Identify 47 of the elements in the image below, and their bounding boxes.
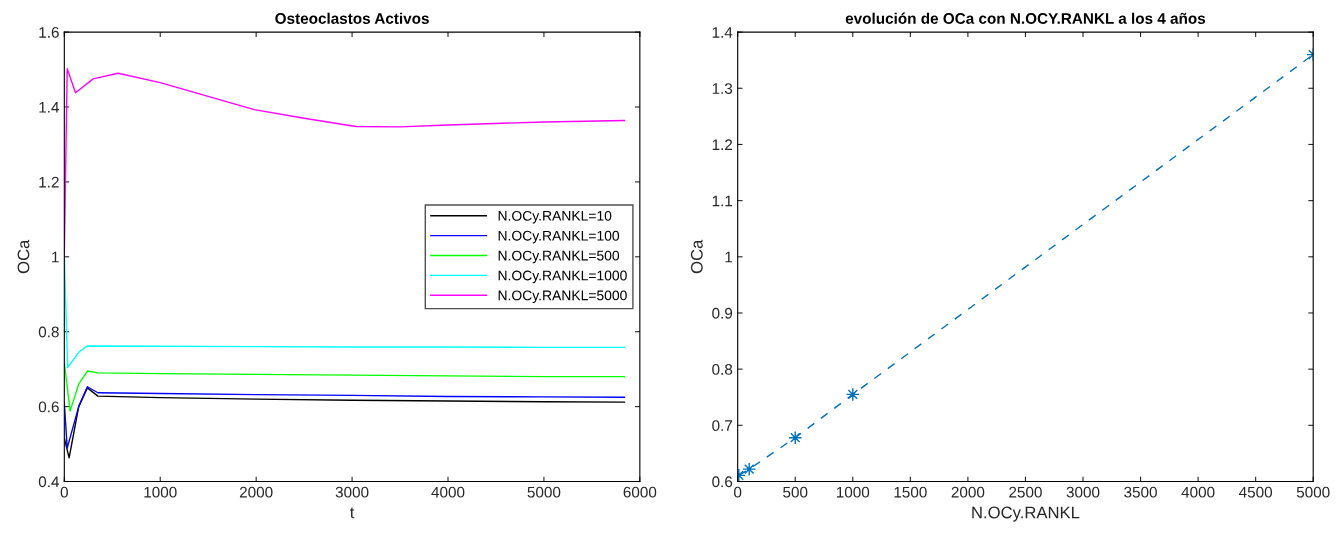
y-tick-label: 1.4 [712,27,733,38]
legend-label: N.OCy.RANKL=100 [498,230,620,244]
x-tick-label: 0 [734,486,742,498]
x-tick-label: 1000 [836,486,870,498]
y-tick-label: 0.9 [712,307,733,319]
y-tick-label: 0.4 [38,476,60,488]
y-axis-title: OCa [690,239,703,274]
y-axis-title: OCa [17,239,30,274]
y-tick-label: 0.8 [712,364,733,375]
x-tick-label: 1500 [894,486,927,498]
y-tick-label: 1.2 [712,139,733,150]
point [742,462,757,477]
x-tick-label: 4000 [1181,486,1215,498]
x-tick-label: 4500 [1239,486,1273,498]
x-tick-label: 2000 [951,486,985,498]
x-tick-label: 0 [60,486,68,498]
y-tick-label: 1.1 [712,195,733,207]
y-tick-label: 1 [52,251,59,263]
y-tick-label: 1.3 [712,83,733,94]
y-tick-label: 1.6 [39,26,59,38]
x-tick-label: 3000 [335,486,369,498]
y-tick-label: 1.2 [39,176,59,188]
x-tick-label: 1000 [144,486,177,498]
chart-title: evolución de OCa con N.OCY.RANKL a los 4 años [845,12,1206,24]
legend-label: N.OCy.RANKL=1000 [498,270,627,284]
y-tick-label: 0.8 [38,326,59,338]
legend-label: N.OCy.RANKL=10 [498,210,612,224]
x-axis-title: N.OCy.RANKL [972,506,1080,522]
x-tick-label: 5000 [1296,486,1330,498]
y-tick-label: 0.6 [38,401,59,413]
legend-label: N.OCy.RANKL=500 [498,250,620,264]
y-tick-label: 1 [725,251,733,263]
line-series [64,386,626,449]
x-tick-label: 4000 [431,486,465,498]
x-tick-label: 2500 [1009,486,1042,498]
x-tick-label: 3500 [1124,486,1157,498]
y-tick-label: 0.6 [712,476,733,488]
legend-label: N.OCy.RANKL=5000 [498,290,627,304]
x-axis-title: t [350,507,355,519]
x-tick-label: 500 [783,486,808,498]
chart-title: Osteoclastos Activos [275,12,429,24]
x-tick-label: 5000 [527,486,561,498]
x-tick-label: 6000 [623,486,657,498]
y-tick-label: 1.4 [39,102,60,113]
x-tick-label: 3000 [1066,486,1100,498]
x-tick-label: 2000 [239,486,273,498]
y-tick-label: 0.7 [712,420,733,432]
